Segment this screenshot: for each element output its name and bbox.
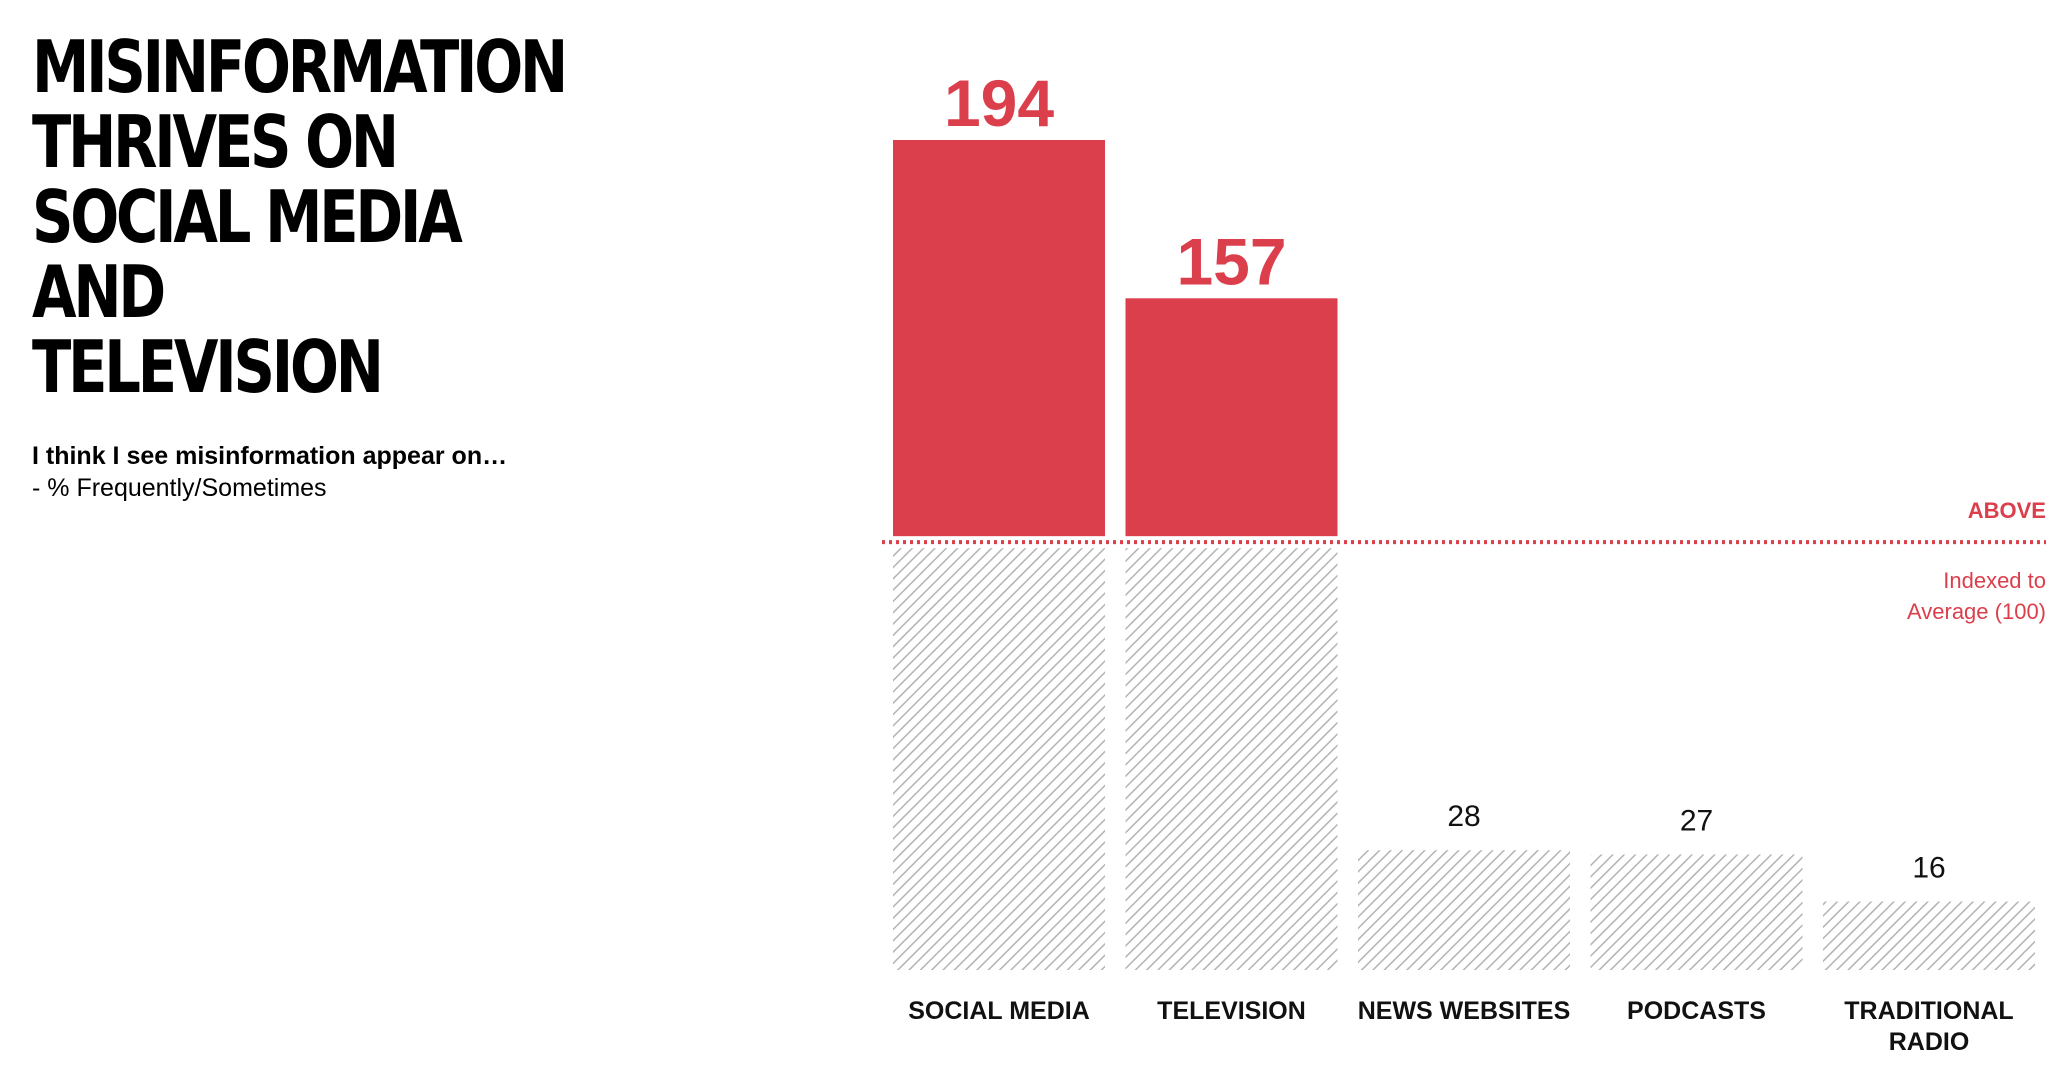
survey-measure: - % Frequently/Sometimes: [32, 474, 327, 502]
category-label-news-websites: NEWS WEBSITES: [1358, 997, 1571, 1025]
bar-above-average-television: [1125, 298, 1338, 537]
category-label-social-media: SOCIAL MEDIA: [908, 997, 1090, 1025]
bar-below-average-traditional-radio: [1823, 901, 2035, 970]
data-label-television: 157: [1176, 224, 1286, 298]
baseline-above-label: ABOVE: [1968, 498, 2046, 523]
baseline-note-label: Indexed to Average (100): [1907, 568, 2046, 624]
data-label-podcasts: 27: [1680, 804, 1713, 837]
bar-above-average-social-media: [893, 140, 1105, 537]
bars-layer: [893, 140, 2035, 970]
data-label-social-media: 194: [944, 66, 1054, 140]
category-label-podcasts: PODCASTS: [1627, 997, 1766, 1025]
chart-headline: MISINFORMATION THRIVES ON SOCIAL MEDIA A…: [32, 25, 568, 409]
chart-subtitle: I think I see misinformation appear on… …: [32, 440, 632, 504]
bar-below-average-television: [1125, 548, 1338, 970]
bar-below-average-podcasts: [1590, 854, 1803, 970]
bar-below-average-social-media: [893, 548, 1105, 970]
category-label-traditional-radio: TRADITIONAL RADIO: [1844, 997, 2013, 1056]
category-label-television: TELEVISION: [1157, 997, 1306, 1025]
bar-below-average-news-websites: [1358, 850, 1570, 970]
data-label-traditional-radio: 16: [1912, 852, 1945, 885]
labels-layer: 194 SOCIAL MEDIA 157 TELEVISION 28 NEWS WEBSI…: [882, 66, 2046, 1056]
survey-question: I think I see misinformation appear on…: [32, 442, 508, 470]
data-label-news-websites: 28: [1447, 800, 1480, 833]
